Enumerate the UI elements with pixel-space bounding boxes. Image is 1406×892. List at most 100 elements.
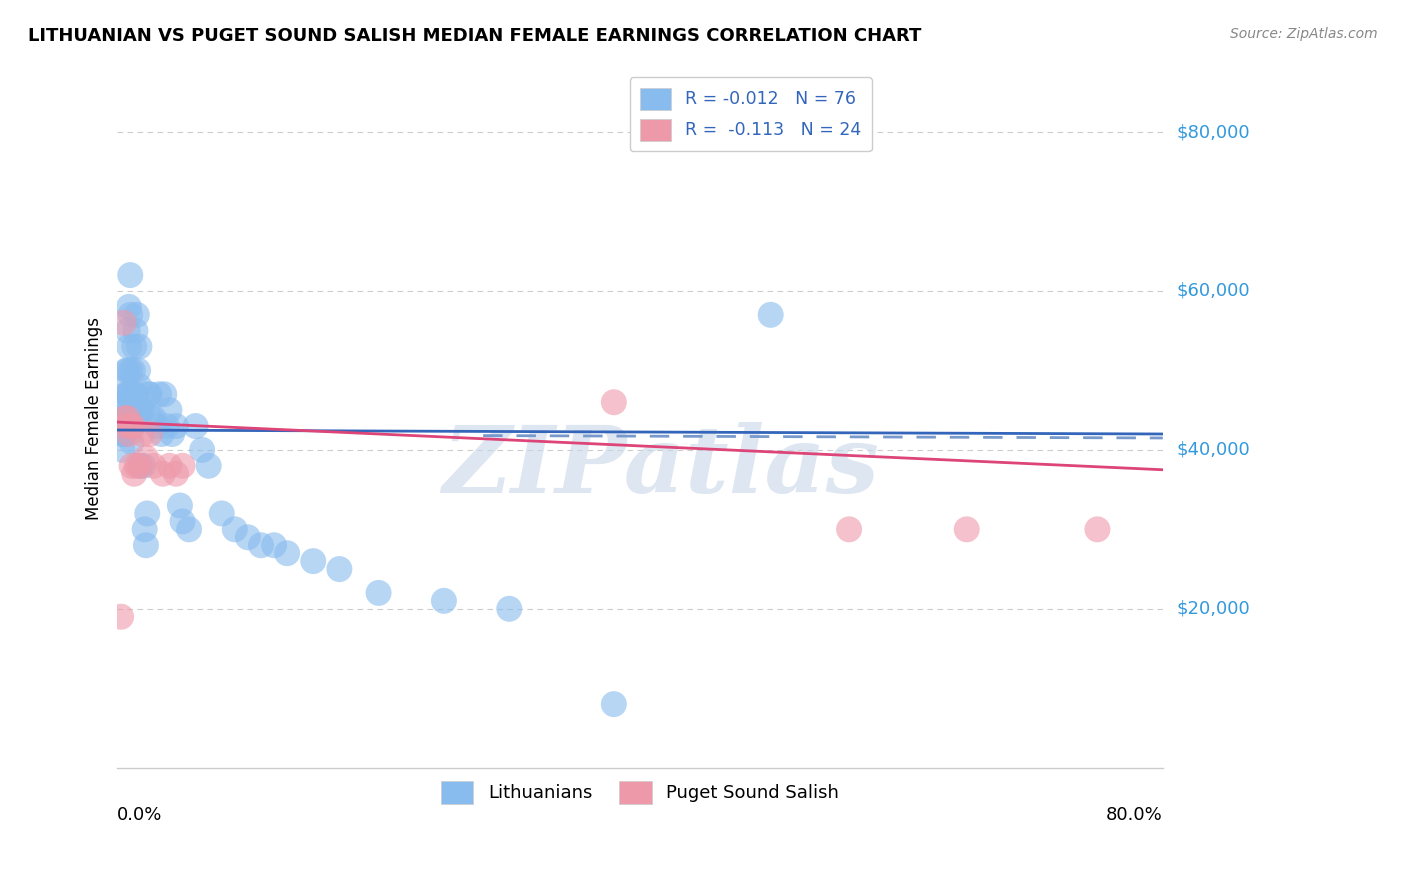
Point xyxy=(276,546,298,560)
Point xyxy=(122,387,145,401)
Point xyxy=(117,387,139,401)
Point xyxy=(136,507,159,521)
Point xyxy=(131,427,153,442)
Point xyxy=(150,427,173,442)
Point xyxy=(142,411,165,425)
Legend: Lithuanians, Puget Sound Salish: Lithuanians, Puget Sound Salish xyxy=(430,770,849,814)
Point xyxy=(112,411,135,425)
Point xyxy=(956,522,979,536)
Point xyxy=(115,411,138,425)
Point xyxy=(115,387,138,401)
Point xyxy=(117,419,139,434)
Point xyxy=(114,379,136,393)
Point xyxy=(128,379,150,393)
Point xyxy=(302,554,325,568)
Text: $60,000: $60,000 xyxy=(1177,282,1250,300)
Point xyxy=(211,507,233,521)
Point xyxy=(122,419,145,434)
Point xyxy=(111,427,134,442)
Point xyxy=(120,363,142,377)
Point xyxy=(159,403,181,417)
Point xyxy=(135,538,157,552)
Point xyxy=(263,538,285,552)
Point xyxy=(115,419,138,434)
Point xyxy=(125,458,148,473)
Point xyxy=(132,403,155,417)
Point xyxy=(117,363,139,377)
Text: 0.0%: 0.0% xyxy=(117,806,163,824)
Point xyxy=(110,609,132,624)
Point xyxy=(122,419,145,434)
Point xyxy=(172,458,194,473)
Point xyxy=(120,419,142,434)
Point xyxy=(110,411,132,425)
Point xyxy=(114,427,136,442)
Point xyxy=(112,316,135,330)
Point xyxy=(118,427,141,442)
Point xyxy=(236,530,259,544)
Point xyxy=(141,411,163,425)
Point xyxy=(120,411,142,425)
Point xyxy=(122,340,145,354)
Point xyxy=(153,387,176,401)
Point xyxy=(165,467,187,481)
Point xyxy=(122,395,145,409)
Point xyxy=(129,403,152,417)
Point xyxy=(135,450,157,465)
Point xyxy=(191,442,214,457)
Point xyxy=(118,340,141,354)
Point xyxy=(122,467,145,481)
Point xyxy=(139,387,162,401)
Point xyxy=(117,411,139,425)
Point xyxy=(120,308,142,322)
Point xyxy=(156,419,179,434)
Point xyxy=(224,522,246,536)
Point xyxy=(132,458,155,473)
Point xyxy=(159,458,181,473)
Text: 80.0%: 80.0% xyxy=(1107,806,1163,824)
Point xyxy=(118,387,141,401)
Point xyxy=(127,403,149,417)
Point xyxy=(111,442,134,457)
Point xyxy=(138,387,160,401)
Point xyxy=(433,594,456,608)
Point xyxy=(129,458,152,473)
Point xyxy=(1087,522,1109,536)
Point xyxy=(169,499,191,513)
Text: Source: ZipAtlas.com: Source: ZipAtlas.com xyxy=(1230,27,1378,41)
Point xyxy=(838,522,860,536)
Point xyxy=(120,268,142,282)
Point xyxy=(142,458,165,473)
Point xyxy=(118,300,141,314)
Point xyxy=(152,467,174,481)
Text: ZIPatlas: ZIPatlas xyxy=(443,422,879,512)
Point xyxy=(115,363,138,377)
Point xyxy=(367,586,389,600)
Point xyxy=(124,387,146,401)
Point xyxy=(114,411,136,425)
Y-axis label: Median Female Earnings: Median Female Earnings xyxy=(86,317,103,520)
Point xyxy=(759,308,782,322)
Point xyxy=(328,562,350,576)
Point xyxy=(148,387,170,401)
Point xyxy=(172,515,194,529)
Point xyxy=(603,697,626,711)
Point xyxy=(112,395,135,409)
Point xyxy=(128,340,150,354)
Point xyxy=(177,522,200,536)
Point xyxy=(125,308,148,322)
Point xyxy=(122,363,145,377)
Point xyxy=(160,427,183,442)
Point xyxy=(114,395,136,409)
Point xyxy=(184,419,207,434)
Point xyxy=(125,403,148,417)
Text: $20,000: $20,000 xyxy=(1177,599,1250,618)
Point xyxy=(127,363,149,377)
Point xyxy=(165,419,187,434)
Text: $80,000: $80,000 xyxy=(1177,123,1250,141)
Point xyxy=(134,522,156,536)
Point xyxy=(498,602,520,616)
Point xyxy=(121,403,143,417)
Point xyxy=(250,538,273,552)
Point xyxy=(603,395,626,409)
